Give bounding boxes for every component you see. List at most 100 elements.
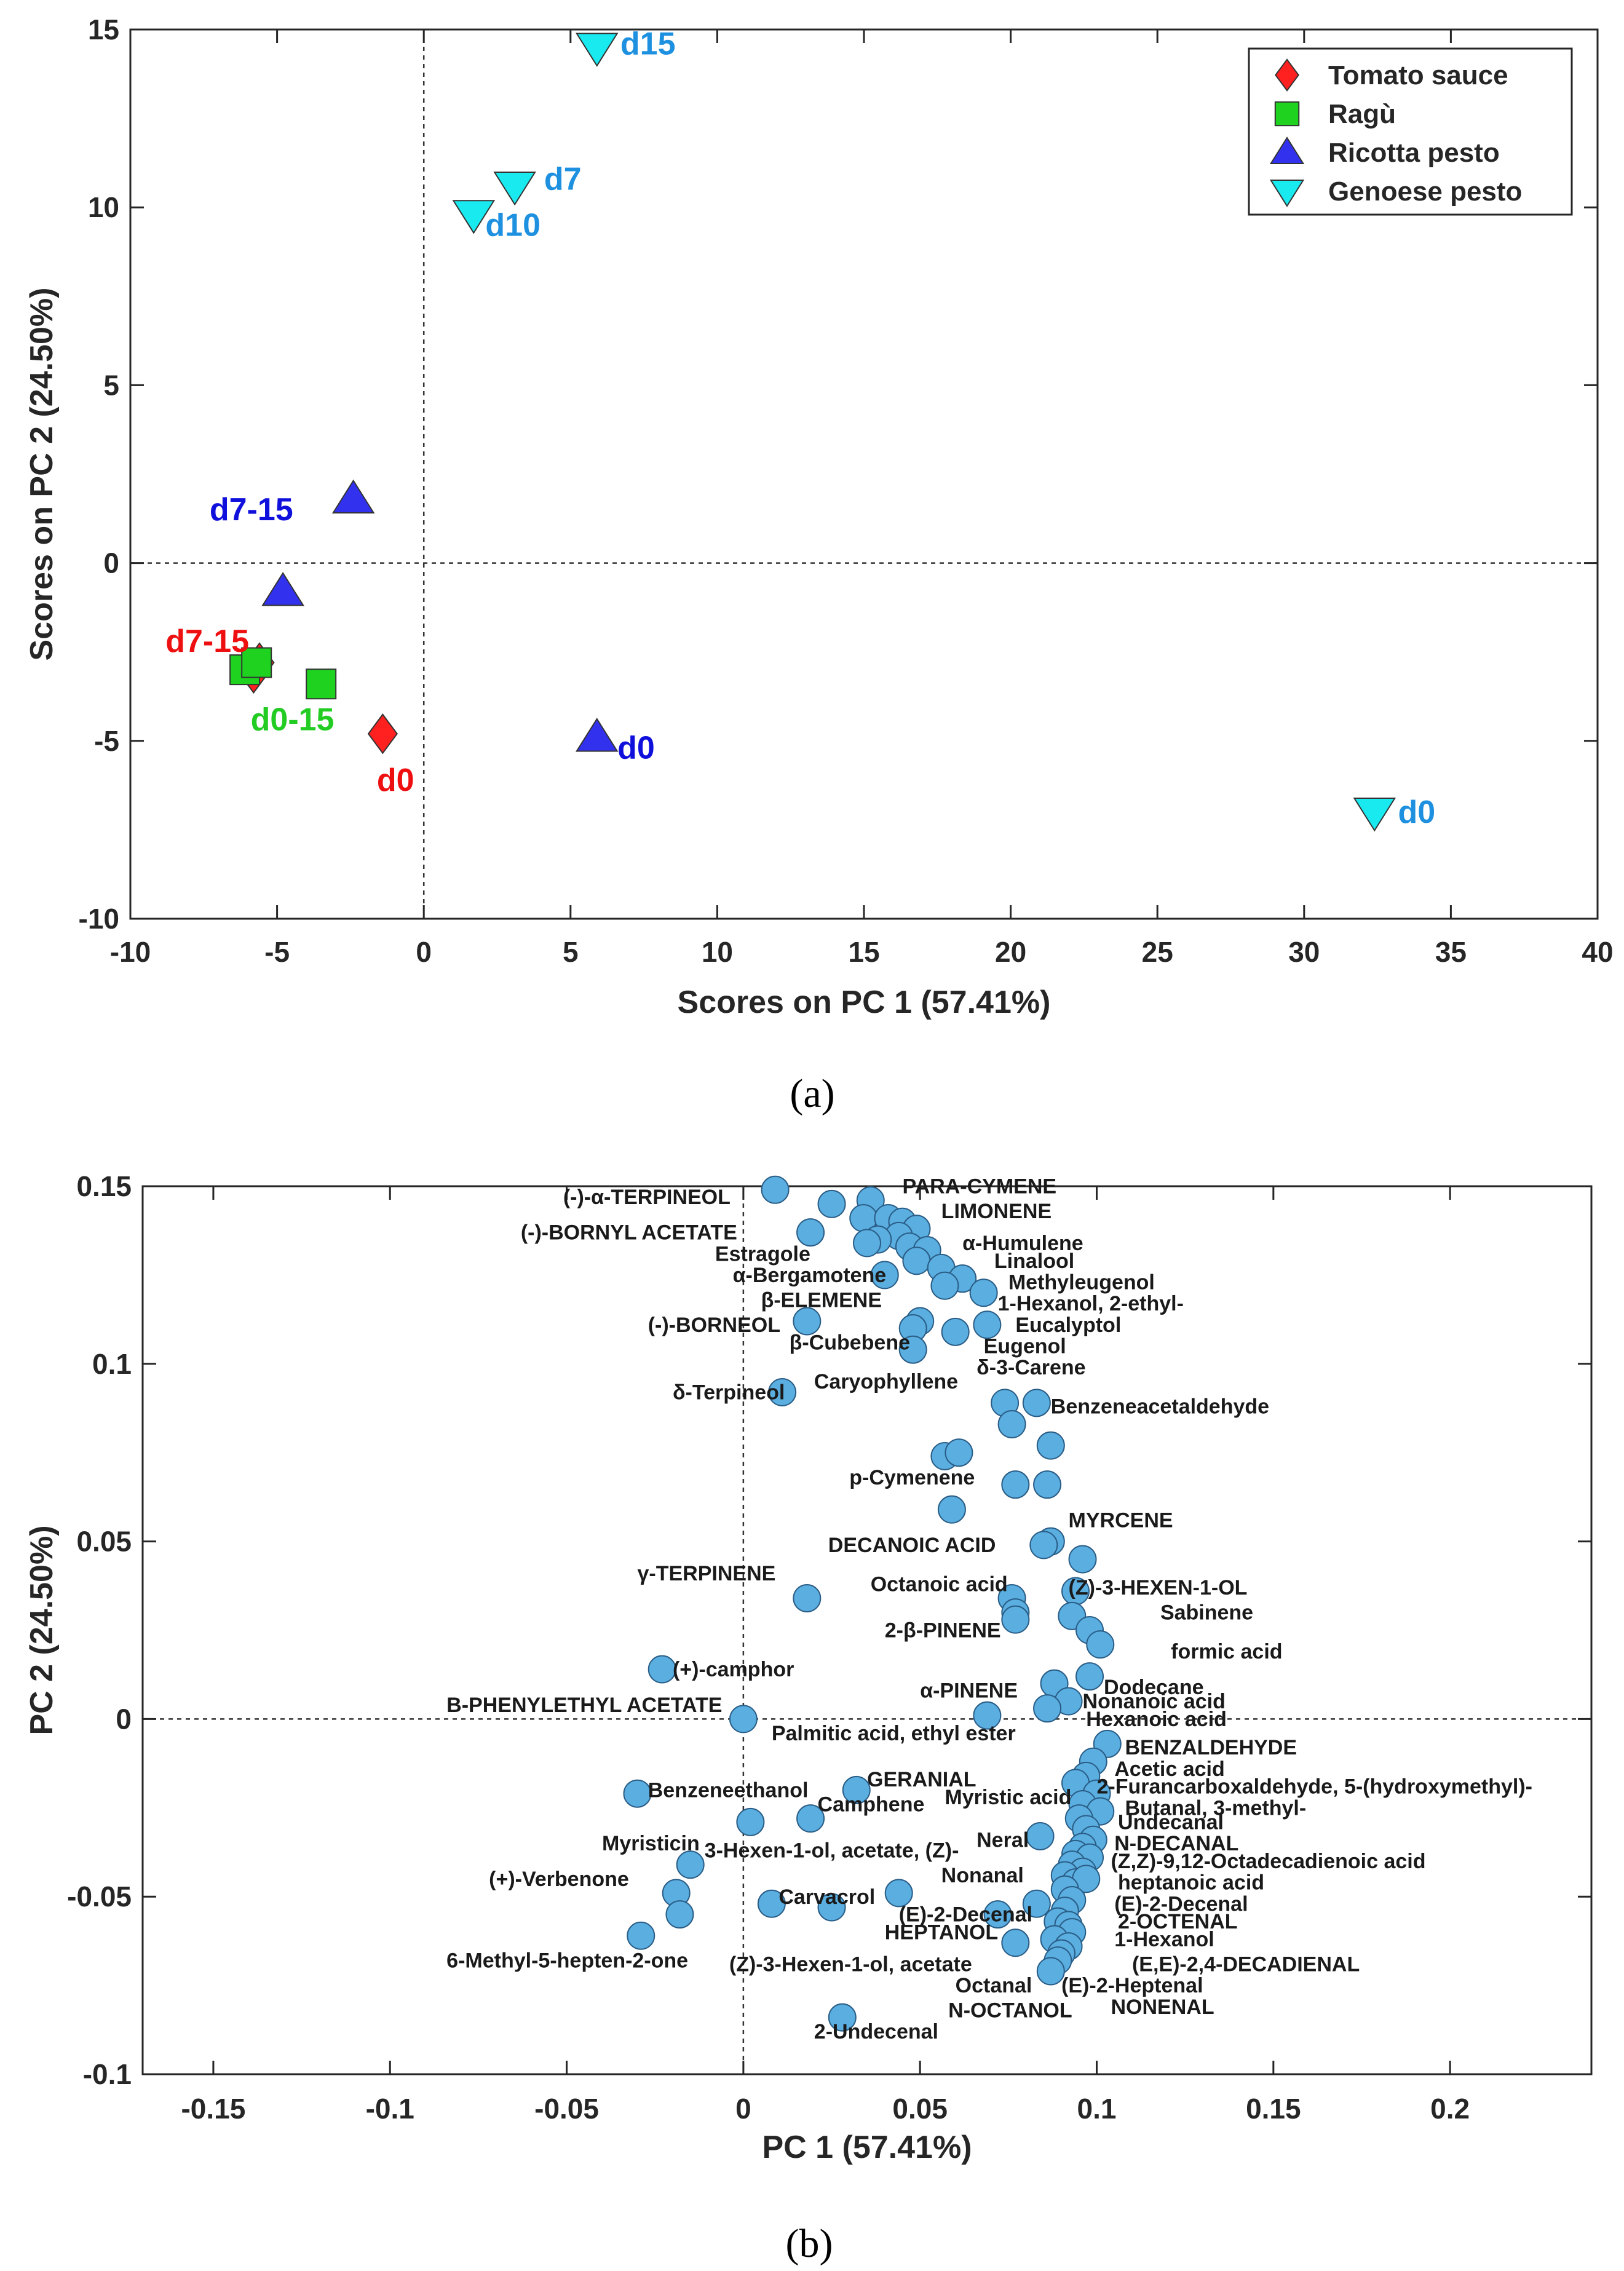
variable-label: p-Cymenene — [849, 1466, 975, 1489]
variable-label: (E)-2-Heptenal — [1061, 1974, 1203, 1997]
variable-label: Methyleugenol — [1008, 1271, 1155, 1294]
variable-label: Myristicin — [602, 1832, 700, 1855]
loading-point — [1001, 1605, 1030, 1634]
point-annotation: d0 — [1398, 795, 1436, 830]
legend-marker — [1275, 58, 1299, 92]
variable-label: heptanoic acid — [1118, 1871, 1264, 1895]
panel-b-x-tick-label: -0.15 — [181, 2093, 245, 2125]
variable-label: (E)-2-Decenal — [899, 1903, 1032, 1927]
variable-label: Benzeneacetaldehyde — [1051, 1395, 1269, 1419]
variable-label: (-)-BORNEOL — [648, 1314, 780, 1337]
panel-a-y-tick-label: -5 — [94, 725, 119, 757]
variable-label: NONENAL — [1111, 1996, 1214, 2019]
panel-b-x-axis-label: PC 1 (57.41%) — [762, 2130, 972, 2165]
data-point — [493, 171, 536, 206]
legend-marker — [1274, 101, 1300, 127]
panel-a-x-tick-label: 5 — [563, 936, 579, 968]
panel-b-x-tick-label: 0 — [735, 2093, 751, 2125]
legend-entry: Tomato sauce — [1328, 60, 1508, 90]
loading-point — [1022, 1389, 1051, 1417]
variable-label: N-DECANAL — [1114, 1832, 1238, 1855]
series-genoese-pesto — [452, 33, 1396, 832]
panel-b-y-tick-label: -0.05 — [67, 1881, 132, 1912]
variable-label: 2-Furancarboxaldehyde, 5-(hydroxymethyl)… — [1097, 1775, 1533, 1799]
panel-a-x-tick-label: 25 — [1142, 936, 1173, 968]
variable-label: Dodecane — [1104, 1676, 1204, 1699]
variable-label: N-OCTANOL — [948, 1999, 1072, 2023]
panel-a-x-tick-label: 40 — [1582, 936, 1613, 968]
variable-label: LIMONENE — [941, 1200, 1052, 1223]
panel-a-label: (a) — [790, 1071, 834, 1116]
loading-point — [898, 1335, 927, 1364]
panel-b-y-tick-label: 0.05 — [76, 1526, 132, 1558]
loading-point — [937, 1495, 966, 1524]
panel-a-y-tick-label: 10 — [88, 191, 119, 223]
panel-a-x-tick-label: -10 — [110, 936, 151, 968]
loading-point — [648, 1655, 676, 1684]
loading-point — [902, 1246, 931, 1275]
panel-a-x-tick-label: 0 — [416, 936, 432, 968]
loading-point — [997, 1409, 1026, 1438]
loading-point — [817, 1189, 846, 1218]
point-annotation: d7 — [544, 161, 582, 197]
panel-b-x-tick-label: 0.05 — [892, 2093, 948, 2125]
panel-b-x-tick-label: 0.15 — [1246, 2093, 1301, 2125]
loading-point — [793, 1307, 822, 1336]
variable-label: 2-Undecenal — [814, 2020, 938, 2043]
loading-point — [828, 2003, 857, 2032]
data-point — [241, 647, 272, 678]
data-point — [367, 713, 398, 755]
loading-point — [793, 1584, 822, 1613]
loading-point — [1033, 1694, 1062, 1723]
variable-label: BENZALDEHYDE — [1125, 1736, 1297, 1759]
variable-label: (-)-α-TERPINEOL — [563, 1186, 731, 1209]
legend-marker — [1269, 180, 1305, 207]
legend-marker — [1269, 137, 1305, 164]
variable-label: (E,E)-2,4-DECADIENAL — [1132, 1952, 1360, 1976]
variable-label: (Z)-3-HEXEN-1-OL — [1069, 1576, 1248, 1599]
panel-a-y-tick-label: 0 — [103, 547, 119, 579]
panel-a-scores-plot: -10 -5 0 5 10 15 20 25 30 35 40 -10 -5 0 5 10 15 d15 d7d1… — [24, 14, 1614, 1116]
variable-label: β-ELEMENE — [761, 1288, 882, 1312]
variable-label: Octanal — [956, 1974, 1032, 1997]
data-point — [452, 200, 496, 234]
point-annotation: d7-15 — [210, 492, 293, 528]
loading-point — [853, 1229, 881, 1258]
loading-point — [729, 1705, 758, 1734]
loading-point — [817, 1893, 846, 1922]
variable-label: 2-β-PINENE — [885, 1619, 1001, 1643]
loading-point — [676, 1850, 705, 1879]
variable-label: Eucalyptol — [1015, 1314, 1121, 1337]
panel-b-y-axis-label: PC 2 (24.50%) — [24, 1525, 60, 1735]
data-point — [261, 571, 304, 606]
data-point — [575, 33, 619, 67]
panel-a-x-tick-label: 15 — [848, 936, 879, 968]
panel-b-x-tick-label: -0.05 — [534, 2093, 599, 2125]
variable-label: 3-Hexen-1-ol, acetate, (Z)- — [705, 1839, 959, 1863]
variable-label: Nonanoic acid — [1083, 1690, 1226, 1713]
variable-label: Butanal, 3-methyl- — [1125, 1796, 1306, 1820]
data-point — [331, 479, 375, 513]
panel-b-loadings-plot: -0.15 -0.1 -0.05 0 0.05 0.1 0.15 0.2 -0.1 -0.05 0 0… — [24, 1170, 1593, 2266]
panel-a-x-tick-label: 10 — [702, 936, 733, 968]
variable-label: Undecanal — [1118, 1810, 1224, 1834]
variable-label: Eugenol — [984, 1334, 1066, 1358]
variable-label: α-PINENE — [920, 1679, 1018, 1703]
variable-label: Linalool — [994, 1250, 1074, 1273]
variable-label: MYRCENE — [1069, 1508, 1173, 1532]
variable-label: B-PHENYLETHYL ACETATE — [446, 1694, 722, 1717]
variable-label: Nonanal — [941, 1864, 1024, 1887]
variable-label: (E)-2-Decenal — [1114, 1892, 1248, 1916]
panel-b-x-tick-label: 0.2 — [1430, 2093, 1470, 2125]
loading-point — [1036, 1431, 1065, 1460]
variable-label: DECANOIC ACID — [828, 1534, 996, 1557]
loading-point — [969, 1278, 998, 1307]
loading-point — [983, 1900, 1012, 1929]
variable-label: Camphene — [818, 1793, 925, 1817]
variable-label: Caryophyllene — [814, 1370, 958, 1393]
panel-a-x-tick-label: -5 — [264, 936, 290, 968]
legend-entry: Ricotta pesto — [1328, 138, 1500, 168]
loading-point — [1026, 1822, 1055, 1851]
point-annotation: d0 — [617, 731, 655, 766]
variable-label: Octanoic acid — [871, 1572, 1008, 1596]
